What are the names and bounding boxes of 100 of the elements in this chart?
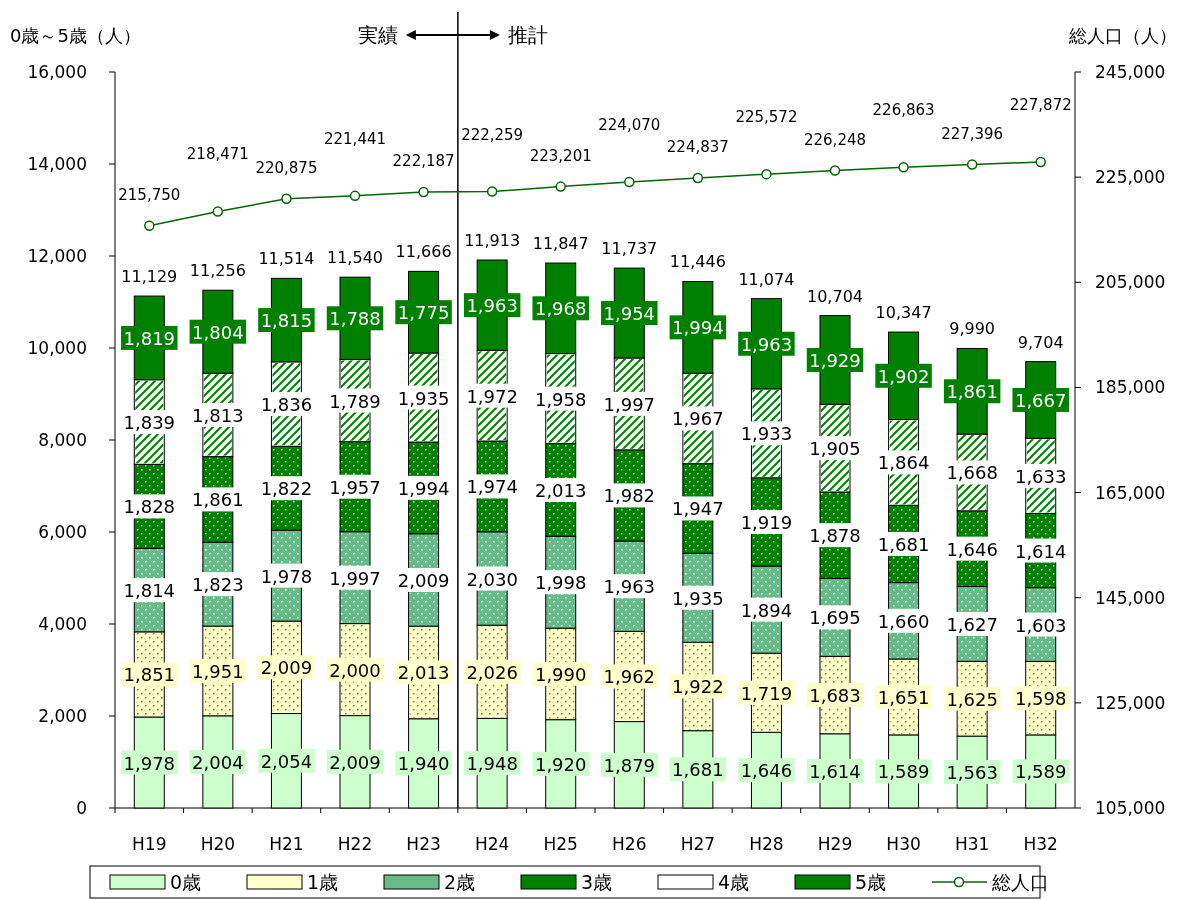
total-label: 11,446 bbox=[669, 252, 726, 272]
data-label: 1,822 bbox=[260, 478, 313, 500]
y2-tick-label: 225,000 bbox=[1095, 167, 1166, 188]
data-label: 1,804 bbox=[192, 321, 244, 343]
data-label: 1,864 bbox=[877, 452, 930, 474]
data-label: 1,789 bbox=[329, 390, 381, 412]
x-tick-label: H20 bbox=[200, 834, 236, 854]
total-label: 11,666 bbox=[395, 242, 452, 262]
data-label: 1,922 bbox=[672, 676, 724, 698]
legend-label: 3歳 bbox=[581, 871, 613, 893]
data-label: 1,839 bbox=[123, 412, 176, 434]
data-label: 1,625 bbox=[946, 688, 998, 710]
point bbox=[349, 190, 361, 202]
total-label: 11,074 bbox=[738, 269, 795, 289]
data-label: 224,070 bbox=[598, 116, 661, 135]
data-label: 1,972 bbox=[466, 385, 518, 407]
data-label: 1,974 bbox=[466, 476, 518, 498]
data-label: 1,990 bbox=[534, 663, 587, 685]
data-label: 1,683 bbox=[809, 685, 861, 707]
data-label: 221,441 bbox=[323, 129, 387, 148]
total-label: 11,913 bbox=[464, 231, 521, 250]
data-label: 1,935 bbox=[397, 387, 450, 409]
data-label: 1,695 bbox=[809, 607, 861, 629]
data-label: 2,009 bbox=[397, 569, 450, 591]
data-label: 1,963 bbox=[740, 333, 793, 355]
data-label: 2,030 bbox=[466, 568, 518, 590]
point bbox=[624, 176, 635, 188]
total-label: 11,129 bbox=[121, 267, 178, 287]
total-label: 9,704 bbox=[1017, 332, 1064, 352]
data-label: 1,775 bbox=[397, 302, 450, 324]
data-label: 1,719 bbox=[740, 682, 793, 704]
data-label: 226,248 bbox=[803, 130, 867, 149]
total-label: 11,737 bbox=[601, 239, 658, 259]
data-label: 1,603 bbox=[1014, 614, 1067, 636]
y-tick-label: 14,000 bbox=[27, 154, 87, 174]
data-label: 2,000 bbox=[329, 659, 381, 681]
data-label: 2,026 bbox=[466, 661, 518, 683]
text: 推計 bbox=[507, 23, 548, 47]
data-label: 1,963 bbox=[466, 295, 518, 317]
data-label: 1,681 bbox=[877, 533, 930, 555]
legend-label: 5歳 bbox=[855, 871, 887, 893]
y-tick-label: 0 bbox=[76, 798, 87, 818]
y-tick-label: 10,000 bbox=[27, 338, 87, 358]
data-label: 1,978 bbox=[123, 752, 176, 774]
point bbox=[692, 172, 704, 184]
point bbox=[486, 186, 498, 197]
data-label: 220,875 bbox=[255, 158, 318, 177]
data-label: 222,187 bbox=[392, 151, 455, 170]
data-label: 224,837 bbox=[666, 138, 729, 156]
x-tick-label: H19 bbox=[132, 834, 167, 854]
data-label: 215,750 bbox=[118, 185, 181, 204]
data-label: 223,201 bbox=[529, 146, 592, 165]
data-label: 1,954 bbox=[603, 303, 656, 325]
x-tick-label: H31 bbox=[954, 834, 990, 854]
data-label: 1,920 bbox=[534, 753, 587, 775]
data-label: 1,940 bbox=[397, 753, 450, 775]
x-tick-label: H28 bbox=[749, 834, 784, 854]
x-tick-label: H30 bbox=[886, 834, 921, 854]
data-label: 1,998 bbox=[534, 572, 587, 594]
data-label: 1,935 bbox=[672, 587, 724, 609]
data-label: 227,396 bbox=[941, 124, 1004, 143]
y-tick-label: 2,000 bbox=[38, 706, 87, 726]
y2-axis-title: 総人口（人） bbox=[1068, 25, 1177, 46]
data-label: 2,009 bbox=[329, 751, 381, 773]
legend-label: 4歳 bbox=[718, 871, 750, 893]
data-label: 218,471 bbox=[186, 145, 249, 164]
data-label: 1,813 bbox=[192, 404, 244, 426]
text: 実績 bbox=[357, 23, 398, 47]
total-label: 9,990 bbox=[949, 319, 996, 339]
point bbox=[212, 206, 224, 217]
data-label: 1,614 bbox=[809, 760, 861, 782]
data-label: 1,563 bbox=[946, 762, 998, 784]
data-label: 225,572 bbox=[735, 108, 798, 127]
data-label: 1,646 bbox=[740, 760, 793, 782]
legend-label: 1歳 bbox=[307, 871, 339, 893]
data-label: 1,962 bbox=[603, 666, 656, 688]
data-label: 226,863 bbox=[872, 101, 935, 120]
point bbox=[281, 193, 292, 205]
data-label: 1,598 bbox=[1014, 688, 1067, 710]
data-label: 1,633 bbox=[1014, 465, 1067, 487]
data-label: 1,951 bbox=[192, 660, 244, 682]
x-tick-label: H24 bbox=[474, 834, 510, 854]
data-label: 1,958 bbox=[534, 388, 587, 410]
data-label: 1,823 bbox=[192, 574, 244, 596]
data-label: 1,902 bbox=[877, 365, 930, 387]
point bbox=[829, 165, 841, 176]
y-tick-label: 4,000 bbox=[38, 614, 87, 634]
x-tick-label: H25 bbox=[543, 834, 578, 854]
x-tick-label: H21 bbox=[269, 834, 304, 854]
total-label: 11,514 bbox=[258, 249, 315, 269]
data-label: 1,933 bbox=[740, 423, 793, 445]
data-label: 1,997 bbox=[329, 567, 381, 589]
data-label: 1,994 bbox=[672, 317, 724, 339]
data-label: 1,861 bbox=[946, 381, 998, 403]
total-label: 11,540 bbox=[327, 248, 383, 268]
data-label: 1,948 bbox=[466, 753, 518, 775]
point bbox=[966, 159, 978, 170]
data-label: 1,614 bbox=[1014, 540, 1067, 562]
data-label: 2,009 bbox=[260, 657, 313, 679]
data-label: 227,872 bbox=[1009, 96, 1072, 115]
